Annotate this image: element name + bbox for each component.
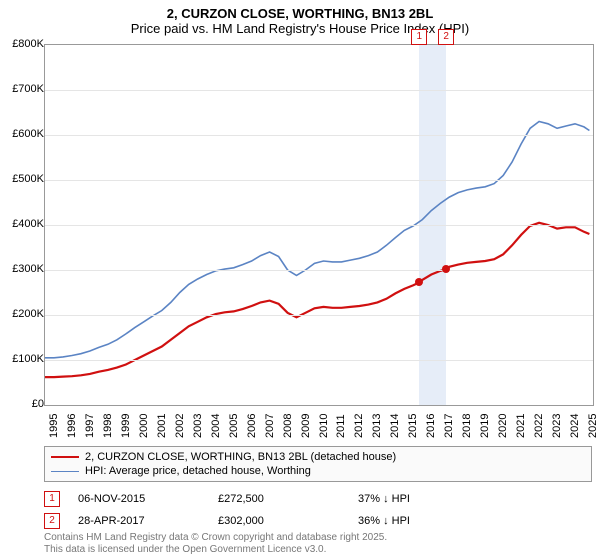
x-axis-label: 2012 — [353, 414, 365, 438]
x-axis-label: 1999 — [120, 414, 132, 438]
x-axis-label: 2023 — [551, 414, 563, 438]
x-axis-label: 2015 — [407, 414, 419, 438]
y-axis-label: £300K — [12, 263, 44, 275]
x-axis-label: 2009 — [300, 414, 312, 438]
y-axis-label: £700K — [12, 83, 44, 95]
legend-swatch — [51, 456, 79, 458]
x-axis-label: 2021 — [515, 414, 527, 438]
legend-label: 2, CURZON CLOSE, WORTHING, BN13 2BL (det… — [85, 451, 396, 463]
x-axis-label: 2019 — [479, 414, 491, 438]
sale-price: £272,500 — [218, 493, 358, 505]
sale-marker: 2 — [44, 513, 60, 529]
sale-diff: 36% ↓ HPI — [358, 515, 498, 527]
x-axis-label: 2003 — [192, 414, 204, 438]
x-axis-label: 2002 — [174, 414, 186, 438]
y-axis-label: £600K — [12, 128, 44, 140]
x-axis-label: 2022 — [533, 414, 545, 438]
gridline — [45, 135, 593, 136]
chart-marker: 2 — [438, 29, 454, 45]
x-axis-label: 2016 — [425, 414, 437, 438]
legend-swatch — [51, 471, 79, 472]
subtitle: Price paid vs. HM Land Registry's House … — [0, 21, 600, 36]
x-axis-label: 2017 — [443, 414, 455, 438]
sale-diff: 37% ↓ HPI — [358, 493, 498, 505]
legend-row: 2, CURZON CLOSE, WORTHING, BN13 2BL (det… — [51, 450, 585, 464]
legend: 2, CURZON CLOSE, WORTHING, BN13 2BL (det… — [44, 446, 592, 482]
sale-row: 2 28-APR-2017£302,00036% ↓ HPI — [44, 510, 592, 532]
sales-table: 1 06-NOV-2015£272,50037% ↓ HPI 2 28-APR-201… — [44, 488, 592, 532]
x-axis-label: 1997 — [84, 414, 96, 438]
series-hpi — [45, 122, 589, 358]
legend-label: HPI: Average price, detached house, Wort… — [85, 465, 311, 477]
chart-marker: 1 — [411, 29, 427, 45]
address-title: 2, CURZON CLOSE, WORTHING, BN13 2BL — [0, 6, 600, 21]
title-block: 2, CURZON CLOSE, WORTHING, BN13 2BL Pric… — [0, 0, 600, 36]
y-axis-label: £400K — [12, 218, 44, 230]
sale-date: 06-NOV-2015 — [78, 493, 218, 505]
y-axis-label: £800K — [12, 38, 44, 50]
sale-date: 28-APR-2017 — [78, 515, 218, 527]
y-axis-label: £500K — [12, 173, 44, 185]
x-axis-label: 2000 — [138, 414, 150, 438]
x-axis-label: 2014 — [389, 414, 401, 438]
x-axis-label: 2007 — [264, 414, 276, 438]
sale-row: 1 06-NOV-2015£272,50037% ↓ HPI — [44, 488, 592, 510]
x-axis-label: 2004 — [210, 414, 222, 438]
x-axis-label: 2018 — [461, 414, 473, 438]
gridline — [45, 90, 593, 91]
chart-container: 2, CURZON CLOSE, WORTHING, BN13 2BL Pric… — [0, 0, 600, 560]
legend-row: HPI: Average price, detached house, Wort… — [51, 464, 585, 478]
x-axis-label: 1998 — [102, 414, 114, 438]
x-axis-label: 1996 — [66, 414, 78, 438]
gridline — [45, 225, 593, 226]
attribution: Contains HM Land Registry data © Crown c… — [44, 532, 387, 556]
x-axis-label: 2001 — [156, 414, 168, 438]
attr-line1: Contains HM Land Registry data © Crown c… — [44, 532, 387, 544]
chart-plot-area: 12 — [44, 44, 594, 406]
x-axis-label: 2024 — [569, 414, 581, 438]
x-axis-label: 2010 — [318, 414, 330, 438]
gridline — [45, 360, 593, 361]
x-axis-label: 2008 — [282, 414, 294, 438]
x-axis-label: 2020 — [497, 414, 509, 438]
series-price-paid — [45, 223, 589, 377]
x-axis-label: 2025 — [587, 414, 599, 438]
sale-dot — [415, 278, 423, 286]
x-axis-label: 1995 — [48, 414, 60, 438]
gridline — [45, 180, 593, 181]
x-axis-label: 2013 — [371, 414, 383, 438]
x-axis-label: 2005 — [228, 414, 240, 438]
y-axis-label: £200K — [12, 308, 44, 320]
gridline — [45, 270, 593, 271]
x-axis-label: 2006 — [246, 414, 258, 438]
y-axis-label: £0 — [32, 398, 44, 410]
attr-line2: This data is licensed under the Open Gov… — [44, 544, 387, 556]
gridline — [45, 315, 593, 316]
x-axis-label: 2011 — [335, 414, 347, 438]
y-axis-label: £100K — [12, 353, 44, 365]
sale-dot — [442, 265, 450, 273]
sale-price: £302,000 — [218, 515, 358, 527]
sale-marker: 1 — [44, 491, 60, 507]
